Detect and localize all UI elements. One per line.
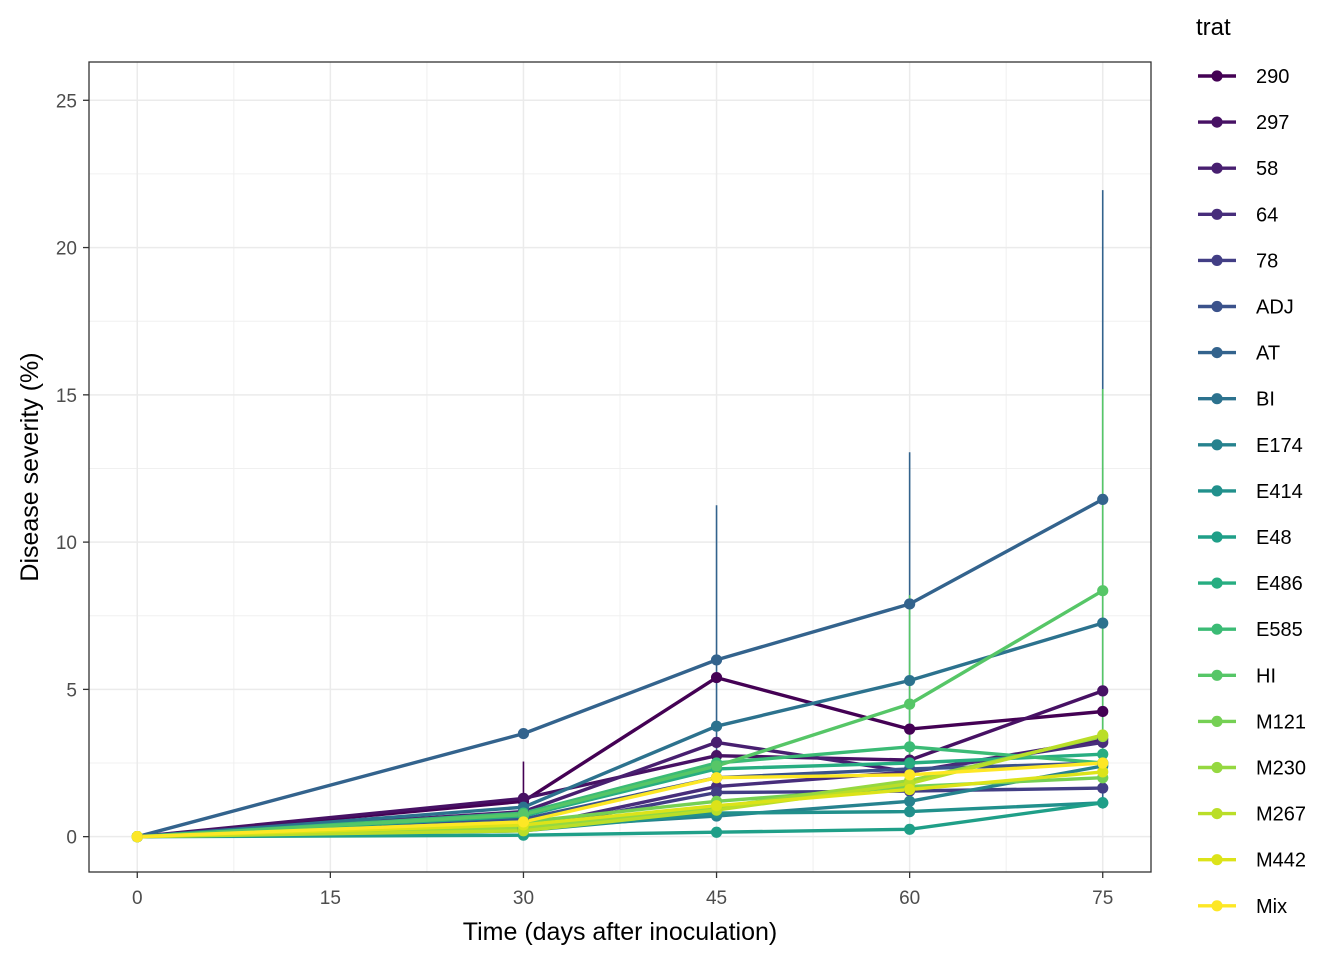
data-point-AT: [710, 654, 723, 666]
legend-label-M121: M121: [1256, 711, 1306, 733]
legend-key-point-E486: [1211, 577, 1223, 589]
data-point-E48: [1097, 797, 1109, 809]
x-axis: 0 15 30 45 60 75: [132, 872, 1113, 909]
legend-label-E585: E585: [1256, 619, 1303, 641]
data-point-Mix: [517, 816, 530, 828]
y-tick-label: 20: [56, 239, 77, 260]
legend-title: trat: [1196, 14, 1231, 41]
data-point-AT: [1097, 493, 1109, 505]
x-tick-label: 60: [899, 888, 920, 909]
legend-label-ADJ: ADJ: [1256, 297, 1294, 319]
data-point-Mix: [710, 772, 723, 784]
data-point-290: [904, 723, 916, 735]
data-point-E414: [904, 806, 916, 818]
data-point-HI: [1097, 585, 1109, 597]
legend-label-M267: M267: [1256, 804, 1306, 826]
legend-key-point-AT: [1211, 347, 1223, 359]
panel-border: [88, 61, 1152, 873]
legend-label-290: 290: [1256, 66, 1289, 88]
legend-key-point-Mix: [1211, 900, 1223, 912]
legend-label-78: 78: [1256, 250, 1278, 272]
data-point-M442: [904, 783, 916, 796]
legend-key-point-290: [1211, 70, 1223, 82]
legend-key-point-ADJ: [1211, 300, 1223, 313]
legend-label-E414: E414: [1256, 481, 1303, 503]
y-axis: 0 5 10 15 20 25: [56, 91, 89, 849]
series-points: [131, 493, 1109, 843]
x-tick-label: 45: [706, 888, 727, 909]
data-point-AT: [904, 598, 916, 610]
data-point-M267: [1097, 729, 1109, 741]
x-tick-label: 30: [513, 888, 534, 909]
legend-label-HI: HI: [1256, 665, 1276, 687]
legend: trat 290 297 58 64 78 ADJ AT BI E174 E414 E48 E486 E…: [1196, 14, 1306, 918]
legend-key-point-BI: [1211, 393, 1223, 405]
data-point-BI: [710, 720, 723, 732]
x-tick-label: 75: [1092, 888, 1113, 909]
data-point-E174: [904, 795, 916, 807]
legend-label-M442: M442: [1256, 850, 1306, 872]
data-point-Mix: [904, 769, 916, 781]
legend-key-point-HI: [1211, 669, 1223, 681]
x-axis-title: Time (days after inoculation): [463, 918, 777, 946]
x-tick-label: 0: [132, 888, 143, 909]
data-point-BI: [904, 674, 916, 687]
data-point-78: [1097, 782, 1109, 794]
data-point-E486: [1097, 748, 1109, 760]
data-point-AT: [517, 727, 530, 740]
data-point-E48: [904, 823, 916, 835]
data-point-290: [710, 672, 723, 684]
data-point-297: [517, 792, 530, 804]
legend-key-point-E174: [1211, 439, 1223, 451]
data-point-BI: [1097, 617, 1109, 629]
legend-label-58: 58: [1256, 158, 1278, 180]
y-tick-label: 15: [56, 386, 77, 407]
data-point-Mix: [131, 831, 143, 843]
legend-label-297: 297: [1256, 112, 1289, 134]
y-tick-label: 5: [66, 680, 77, 701]
data-point-Mix: [1097, 757, 1109, 769]
data-point-M442: [1097, 766, 1109, 778]
legend-key-point-M230: [1211, 761, 1223, 774]
legend-key-point-64: [1211, 208, 1223, 220]
data-point-58: [710, 736, 723, 749]
legend-key-point-58: [1211, 162, 1223, 174]
legend-key-point-E585: [1211, 623, 1223, 635]
data-point-E48: [710, 826, 723, 838]
x-tick-label: 15: [320, 888, 341, 909]
legend-label-Mix: Mix: [1256, 896, 1287, 918]
legend-key-point-M121: [1211, 715, 1223, 728]
legend-label-AT: AT: [1256, 343, 1280, 365]
data-point-HI: [904, 698, 916, 710]
y-axis-title: Disease severity (%): [16, 352, 44, 581]
data-point-78: [710, 786, 723, 799]
data-point-290: [1097, 705, 1109, 718]
data-point-E585: [904, 741, 916, 753]
legend-label-M230: M230: [1256, 758, 1306, 780]
y-tick-label: 25: [56, 91, 77, 112]
legend-label-E174: E174: [1256, 435, 1303, 457]
data-point-E486: [904, 757, 916, 769]
legend-label-E486: E486: [1256, 573, 1303, 595]
y-tick-label: 10: [56, 533, 77, 554]
y-tick-label: 0: [66, 828, 77, 849]
legend-label-64: 64: [1256, 204, 1278, 226]
legend-key-point-78: [1211, 254, 1223, 266]
legend-label-E48: E48: [1256, 527, 1292, 549]
grid-minor: [89, 62, 1151, 872]
legend-key-point-E48: [1211, 531, 1223, 543]
legend-key-point-297: [1211, 116, 1223, 128]
data-point-M442: [710, 800, 723, 812]
data-point-HI: [710, 760, 723, 772]
data-point-297: [1097, 685, 1109, 697]
legend-label-BI: BI: [1256, 389, 1275, 411]
legend-key-point-E414: [1211, 485, 1223, 497]
legend-key-point-M267: [1211, 808, 1223, 820]
legend-key-point-M442: [1211, 854, 1223, 866]
